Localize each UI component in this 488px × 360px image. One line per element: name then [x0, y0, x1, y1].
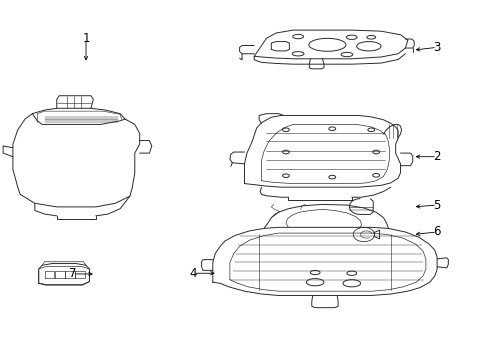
Text: 7: 7	[69, 267, 77, 280]
Text: 2: 2	[432, 150, 440, 163]
Text: 6: 6	[432, 225, 440, 238]
Text: 1: 1	[82, 32, 90, 45]
Text: 3: 3	[432, 41, 440, 54]
Text: 5: 5	[432, 199, 440, 212]
Text: 4: 4	[189, 267, 197, 280]
